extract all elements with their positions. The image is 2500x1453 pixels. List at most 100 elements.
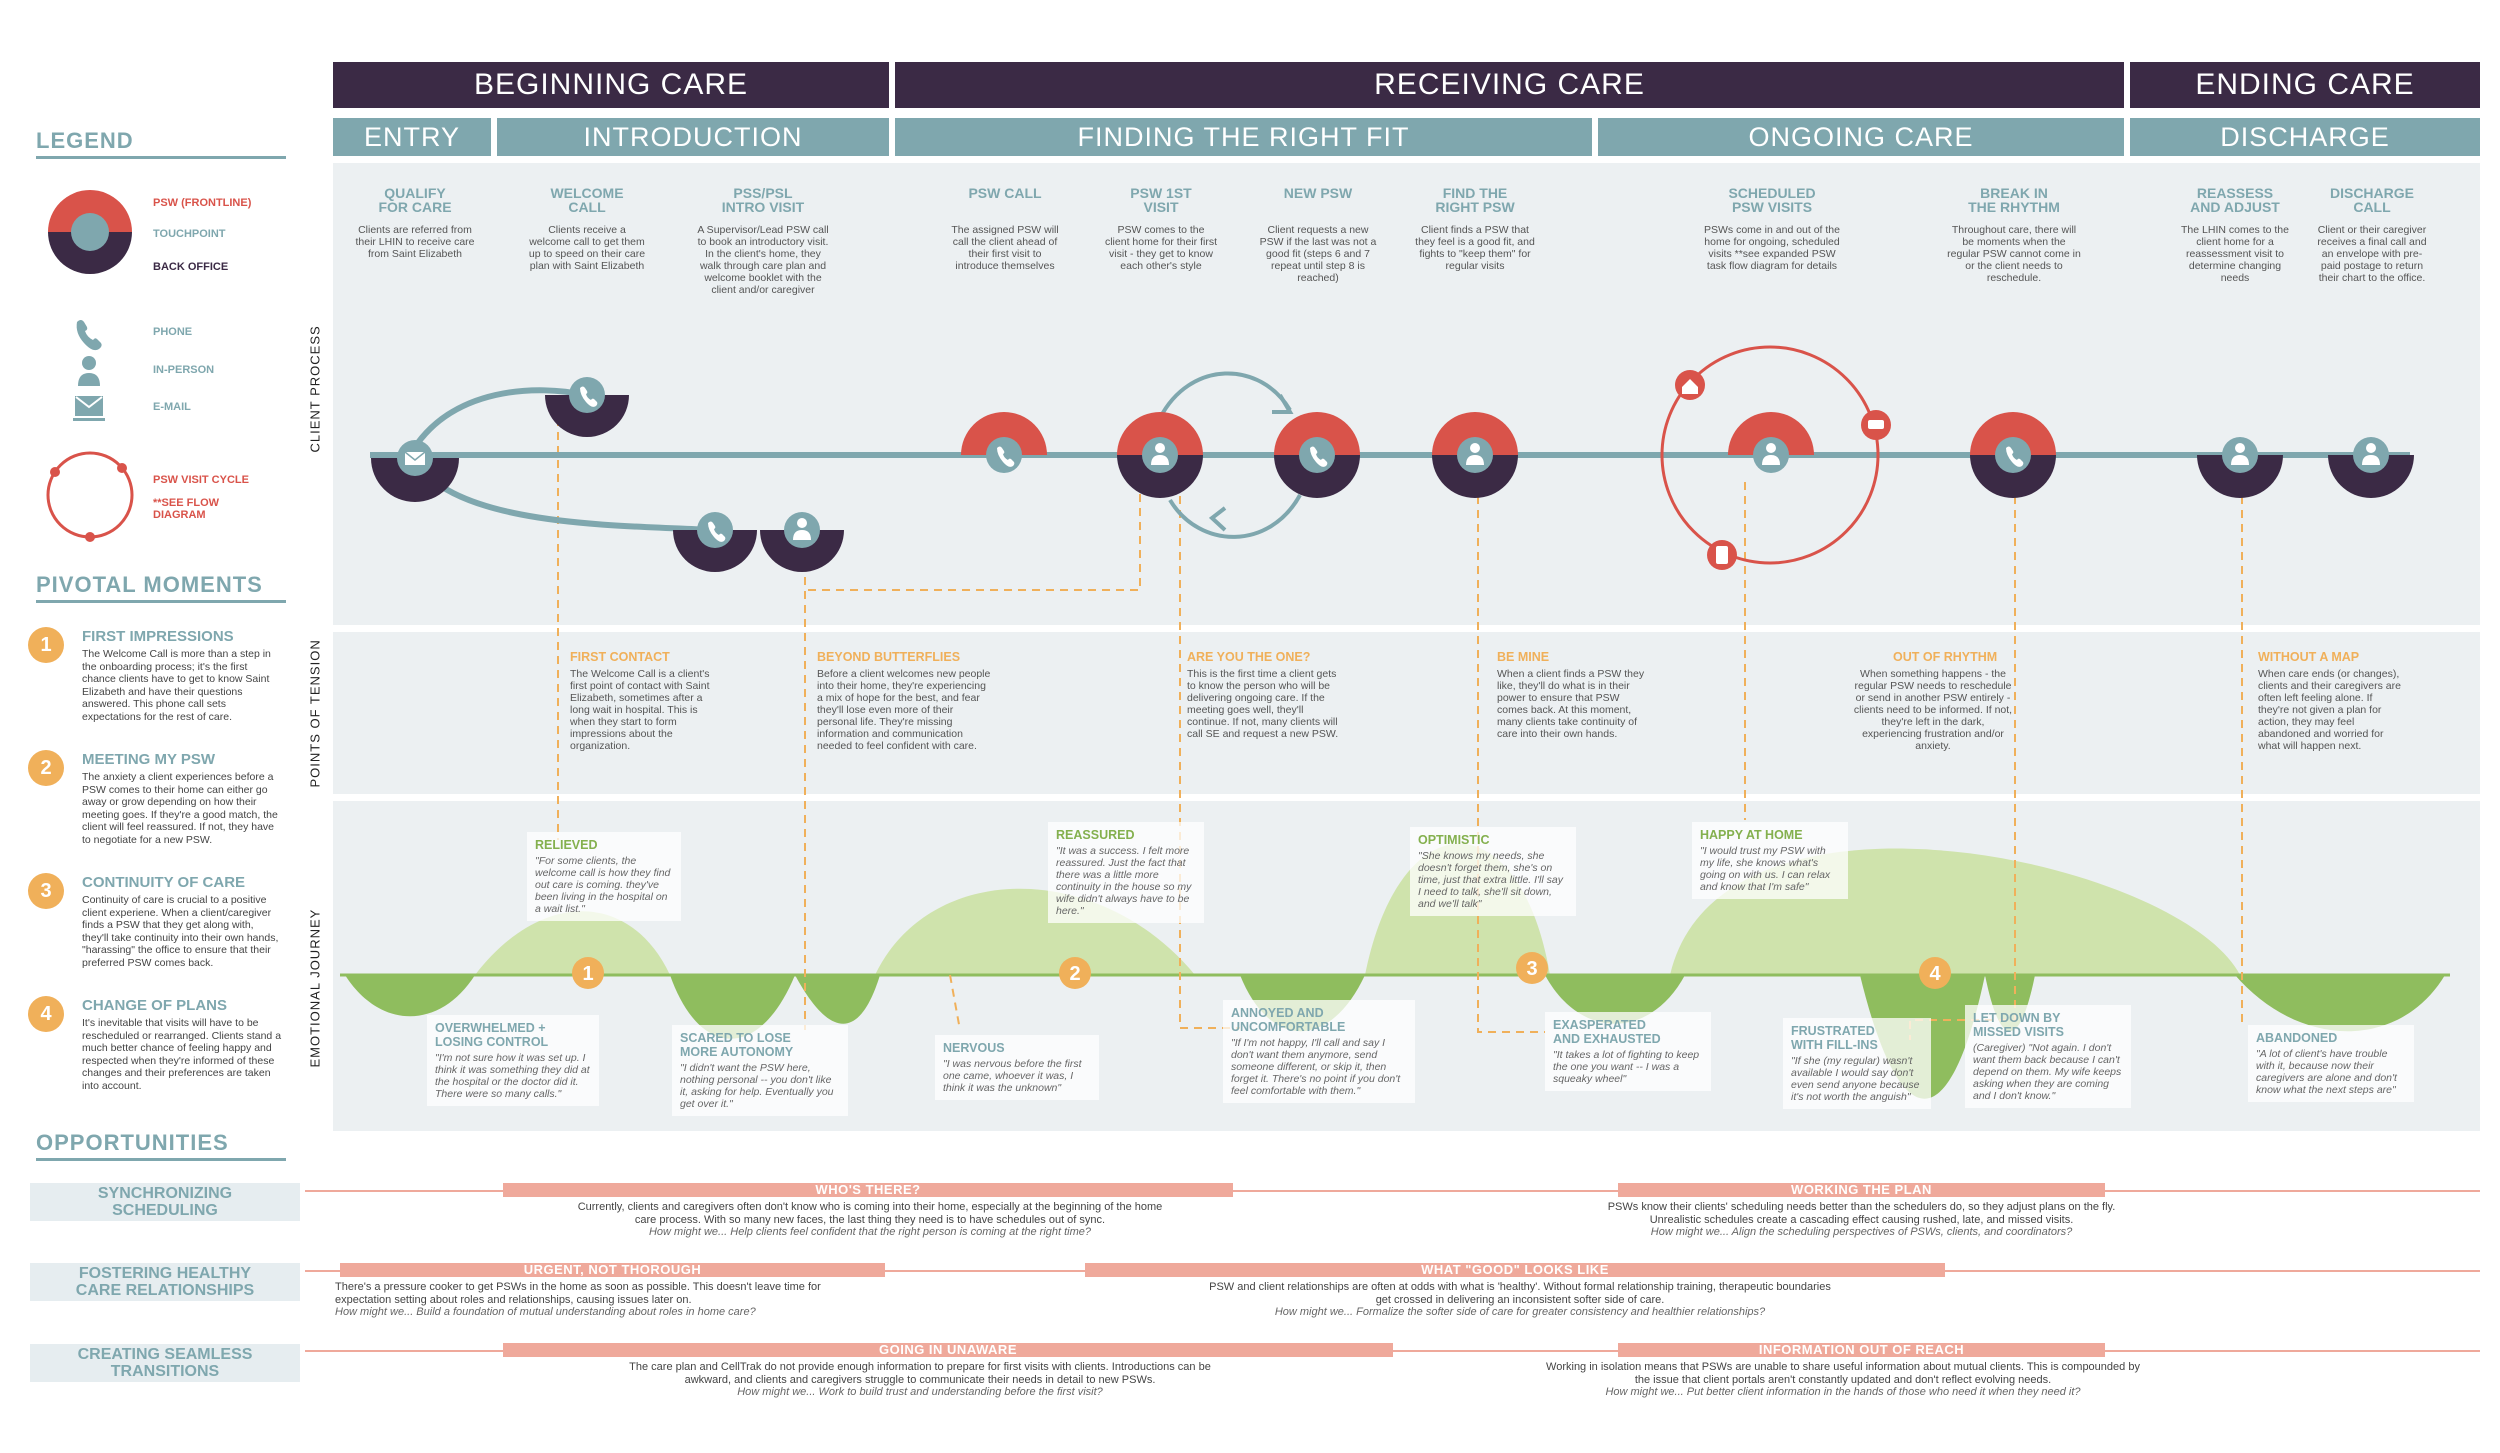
tension-out-of-rhythm-title: OUT OF RHYTHM [1893, 650, 1998, 664]
step-intro-visit-text: A Supervisor/Lead PSW call to book an in… [697, 224, 829, 296]
legend-phone-label: PHONE [153, 326, 193, 338]
legend-cycle-note: **SEE FLOW DIAGRAM [153, 497, 220, 521]
stage-finding-right-fit: FINDING THE RIGHT FIT [895, 118, 1592, 156]
touchpoint-intro-visit [760, 512, 844, 572]
touchpoint-intro-phone [673, 512, 757, 572]
stage-entry: ENTRY [333, 118, 491, 156]
step-welcome-call-title: WELCOME CALL [550, 185, 624, 215]
step-discharge-call-text: Client or their caregiver receives a fin… [2317, 224, 2427, 284]
emotion-frustrated-quote: "If she (my regular) wasn't available I … [1791, 1055, 1920, 1103]
step-psw-first-visit-text: PSW comes to the client home for their f… [1104, 224, 1218, 272]
emotion-scared-title: SCARED TO LOSE MORE AUTONOMY [680, 1031, 794, 1059]
emotion-exasperated-title: EXASPERATED AND EXHAUSTED [1553, 1018, 1661, 1046]
tension-beyond-butterflies-title: BEYOND BUTTERFLIES [817, 650, 961, 664]
opp-row-synchronizing-scheduling: SYNCHRONIZING SCHEDULING [30, 1183, 300, 1221]
emotion-relieved: RELIEVED "For some clients, the welcome … [527, 832, 681, 921]
step-discharge-call-title: DISCHARGE CALL [2329, 185, 2414, 215]
emotion-optimistic-quote: "She knows my needs, she doesn't forget … [1418, 850, 1563, 910]
opp-whos-there-bar: WHO'S THERE? [503, 1183, 1233, 1197]
emotion-let-down-title: LET DOWN BY MISSED VISITS [1973, 1011, 2064, 1039]
phase-ending-care: ENDING CARE [2130, 62, 2480, 108]
emotion-overwhelmed-quote: "I'm not sure how it was set up. I think… [435, 1052, 590, 1100]
emotion-reassured-quote: "It was a success. I felt more reassured… [1056, 845, 1192, 917]
emotion-abandoned-title: ABANDONED [2256, 1031, 2338, 1045]
opportunities-title: OPPORTUNITIES [36, 1130, 229, 1155]
pivotal-1-title: FIRST IMPRESSIONS [82, 628, 234, 645]
step-break-rhythm-title: BREAK IN THE RHYTHM [1968, 185, 2060, 215]
touchpoint-psw-first-visit [1117, 412, 1203, 498]
phone-icon [76, 320, 102, 351]
emotion-exasperated-quote: "It takes a lot of fighting to keep the … [1553, 1049, 1700, 1085]
emotion-exasperated: EXASPERATED AND EXHAUSTED "It takes a lo… [1545, 1012, 1711, 1091]
opp-what-good-text: PSW and client relationships are often a… [1205, 1281, 1835, 1319]
emotion-relieved-title: RELIEVED [535, 838, 598, 852]
step-psw-call-title: PSW CALL [968, 185, 1042, 201]
step-find-right-psw-text: Client finds a PSW that they feel is a g… [1415, 224, 1535, 272]
step-find-right-psw-title: FIND THE RIGHT PSW [1435, 185, 1515, 215]
emotion-optimistic: OPTIMISTIC "She knows my needs, she does… [1410, 827, 1576, 916]
opp-information-reach-hmw: How might we... Put better client inform… [1605, 1386, 2081, 1398]
phase-receiving-care: RECEIVING CARE [895, 62, 2124, 108]
emotion-happy-at-home: HAPPY AT HOME "I would trust my PSW with… [1692, 822, 1848, 899]
psw-visit-cycle-symbol [46, 451, 134, 542]
opp-urgent-bar: URGENT, NOT THOROUGH [340, 1263, 885, 1277]
touchpoint-welcome-call [545, 377, 629, 437]
client-process-timeline [370, 345, 2410, 565]
step-qualify-text: Clients are referred from their LHIN to … [355, 224, 475, 260]
opp-whos-there-desc: Currently, clients and caregivers often … [577, 1201, 1163, 1226]
step-new-psw-title: NEW PSW [1283, 185, 1353, 201]
step-welcome-call-text: Clients receive a welcome call to get th… [528, 224, 646, 272]
svg-text:2: 2 [1069, 963, 1080, 985]
step-psw-call-text: The assigned PSW will call the client ah… [951, 224, 1059, 272]
touchpoint-qualify [371, 440, 459, 502]
emotion-overwhelmed-title: OVERWHELMED + LOSING CONTROL [435, 1021, 549, 1049]
tension-without-a-map-text: When care ends (or changes), clients and… [2258, 668, 2401, 752]
step-reassess-title: REASSESS AND ADJUST [2190, 185, 2280, 215]
stage-discharge: DISCHARGE [2130, 118, 2480, 156]
tension-out-of-rhythm-text: When something happens - the regular PSW… [1853, 668, 2013, 752]
touchpoints [371, 370, 2414, 572]
touchpoint-reassess [2197, 437, 2283, 498]
opp-working-plan-hmw: How might we... Align the scheduling per… [1650, 1226, 2073, 1238]
svg-text:3: 3 [1526, 958, 1537, 980]
opp-working-plan-text: PSWs know their clients' scheduling need… [1595, 1201, 2128, 1239]
opp-what-good-hmw: How might we... Formalize the softer sid… [1274, 1306, 1766, 1318]
pivotal-4-text: It's inevitable that visits will have to… [82, 1017, 282, 1092]
emotion-frustrated: FRUSTRATED WITH FILL-INS "If she (my reg… [1783, 1018, 1931, 1109]
touchpoint-scheduled-visits [1675, 370, 1891, 570]
pivotal-2-title: MEETING MY PSW [82, 751, 216, 768]
legend-cycle-label: PSW VISIT CYCLE [153, 474, 249, 486]
opportunities-rule [36, 1158, 286, 1161]
dashed-connectors [557, 418, 2243, 1040]
opp-working-plan-desc: PSWs know their clients' scheduling need… [1607, 1201, 2116, 1226]
legend-psw-label: PSW (FRONTLINE) [153, 197, 252, 209]
touchpoint-psw-call [961, 412, 1047, 473]
phase-beginning-care: BEGINNING CARE [333, 62, 889, 108]
emotion-let-down-quote: (Caregiver) "Not again. I don't want the… [1973, 1042, 2122, 1102]
in-person-icon [78, 356, 100, 386]
points-of-tension-panel [333, 632, 2480, 794]
opp-urgent-text: There's a pressure cooker to get PSWs in… [335, 1281, 860, 1319]
svg-text:4: 4 [1929, 963, 1941, 985]
emotion-annoyed: ANNOYED AND UNCOMFORTABLE "If I'm not ha… [1223, 1000, 1415, 1103]
step-intro-visit-title: PSS/PSL INTRO VISIT [721, 185, 805, 215]
tension-are-you-the-one-title: ARE YOU THE ONE? [1187, 650, 1311, 664]
pivotal-2-text: The anxiety a client experiences before … [82, 771, 278, 846]
touchpoint-break-rhythm [1970, 412, 2056, 498]
opp-going-unaware-desc: The care plan and CellTrak do not provid… [629, 1361, 1211, 1386]
legend-touchpoint-label: TOUCHPOINT [153, 228, 226, 240]
pivotal-4-number: 4 [28, 996, 64, 1032]
opp-information-reach-desc: Working in isolation means that PSWs are… [1546, 1361, 2140, 1386]
e-mail-icon [73, 396, 105, 421]
tension-be-mine-text: When a client finds a PSW they like, the… [1497, 668, 1645, 740]
tension-first-contact-title: FIRST CONTACT [570, 650, 670, 664]
step-break-rhythm-text: Throughout care, there will be moments w… [1947, 224, 2081, 284]
emotion-scared: SCARED TO LOSE MORE AUTONOMY "I didn't w… [672, 1025, 848, 1116]
step-psw-first-visit-title: PSW 1ST VISIT [1130, 185, 1192, 215]
opp-urgent-desc: There's a pressure cooker to get PSWs in… [335, 1281, 821, 1306]
emotion-reassured-title: REASSURED [1056, 828, 1135, 842]
step-qualify-title: QUALIFY FOR CARE [378, 185, 452, 215]
legend-rule [36, 156, 286, 159]
opp-row-seamless-transitions: CREATING SEAMLESS TRANSITIONS [30, 1344, 300, 1382]
step-new-psw-text: Client requests a new PSW if the last wa… [1259, 224, 1377, 284]
